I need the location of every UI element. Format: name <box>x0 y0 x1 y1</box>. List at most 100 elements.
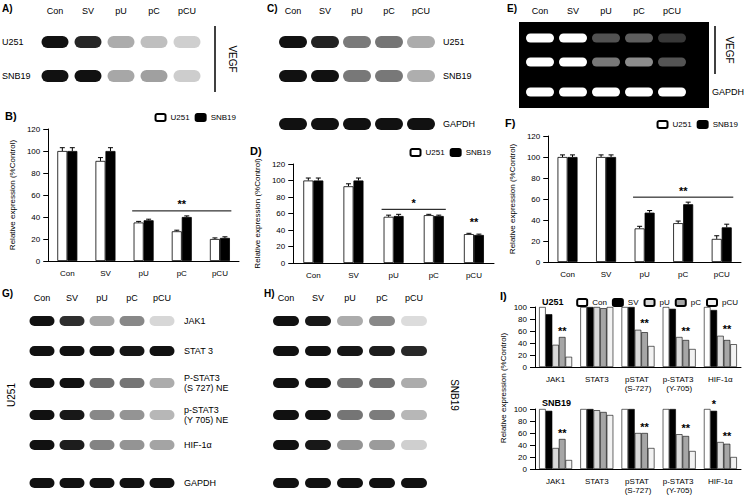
svg-text:pCU: pCU <box>405 293 423 303</box>
svg-text:pC: pC <box>383 6 395 16</box>
svg-text:Con: Con <box>560 270 575 279</box>
svg-text:SNB19: SNB19 <box>542 398 571 408</box>
svg-text:*: * <box>412 197 417 209</box>
svg-text:U251: U251 <box>542 297 564 307</box>
svg-text:pC: pC <box>678 270 688 279</box>
svg-text:(Y-705): (Y-705) <box>666 384 692 393</box>
svg-text:SV: SV <box>628 298 639 307</box>
svg-text:(S-727): (S-727) <box>625 486 652 495</box>
svg-text:U251: U251 <box>426 148 446 157</box>
svg-text:U251: U251 <box>171 113 191 122</box>
svg-text:80: 80 <box>276 193 285 202</box>
svg-text:SV: SV <box>312 293 324 303</box>
svg-text:**: ** <box>470 216 479 228</box>
svg-text:20: 20 <box>531 237 540 246</box>
svg-text:JAK1: JAK1 <box>546 375 566 384</box>
svg-text:A): A) <box>2 3 13 14</box>
svg-text:STAT3: STAT3 <box>585 477 609 486</box>
svg-text:**: ** <box>682 422 691 434</box>
svg-text:**: ** <box>640 317 649 329</box>
svg-text:pC: pC <box>126 293 138 303</box>
svg-text:D): D) <box>250 145 262 157</box>
svg-text:pU: pU <box>139 269 149 278</box>
svg-text:80: 80 <box>518 417 527 426</box>
svg-text:Relative expression (%Control): Relative expression (%Control) <box>499 333 508 444</box>
svg-text:Relative expression (%Control): Relative expression (%Control) <box>508 144 517 255</box>
svg-text:Con: Con <box>47 6 64 16</box>
svg-text:Con: Con <box>532 6 549 16</box>
svg-text:40: 40 <box>518 441 527 450</box>
svg-text:120: 120 <box>272 160 286 169</box>
svg-text:VEGF: VEGF <box>227 45 238 72</box>
svg-text:GAPDH: GAPDH <box>712 87 744 97</box>
svg-text:P-STAT3(S 727) NE: P-STAT3(S 727) NE <box>184 373 229 393</box>
svg-text:(Y-705): (Y-705) <box>666 486 692 495</box>
svg-text:100: 100 <box>527 153 541 162</box>
svg-text:pC: pC <box>429 271 439 280</box>
svg-text:SV: SV <box>82 6 94 16</box>
svg-text:pU: pU <box>600 6 612 16</box>
svg-text:U251: U251 <box>443 37 465 47</box>
svg-text:p-STAT3(Y 705) NE: p-STAT3(Y 705) NE <box>184 405 228 425</box>
svg-text:Con: Con <box>306 271 321 280</box>
svg-text:(S-727): (S-727) <box>625 384 652 393</box>
svg-text:60: 60 <box>518 429 527 438</box>
svg-text:pCU: pCU <box>153 293 171 303</box>
svg-text:**: ** <box>558 325 567 337</box>
svg-text:40: 40 <box>31 213 40 222</box>
svg-text:pCU: pCU <box>178 6 196 16</box>
svg-text:**: ** <box>723 323 732 335</box>
svg-text:pU: pU <box>351 6 363 16</box>
svg-text:SNB19: SNB19 <box>466 148 492 157</box>
svg-text:HIF-1α: HIF-1α <box>184 440 212 450</box>
svg-text:pU: pU <box>115 6 127 16</box>
svg-text:JAK1: JAK1 <box>184 316 206 326</box>
svg-text:**: ** <box>558 427 567 439</box>
svg-text:pC: pC <box>633 6 645 16</box>
svg-text:pCU: pCU <box>466 271 482 280</box>
svg-text:G): G) <box>2 288 13 299</box>
svg-text:*: * <box>712 398 717 410</box>
svg-text:Relative expression (%Control): Relative expression (%Control) <box>253 158 262 269</box>
svg-text:pSTAT: pSTAT <box>625 375 651 384</box>
svg-text:GAPDH: GAPDH <box>443 119 475 129</box>
svg-text:Con: Con <box>278 293 295 303</box>
svg-text:0: 0 <box>36 257 41 266</box>
svg-text:Con: Con <box>592 298 607 307</box>
svg-text:60: 60 <box>518 327 527 336</box>
svg-text:pC: pC <box>376 293 388 303</box>
svg-text:pU: pU <box>660 298 670 307</box>
svg-text:120: 120 <box>527 132 541 141</box>
svg-text:C): C) <box>267 3 278 14</box>
svg-text:pU: pU <box>96 293 108 303</box>
svg-text:0: 0 <box>536 258 541 267</box>
svg-text:SNB19: SNB19 <box>443 71 472 81</box>
svg-text:SV: SV <box>66 293 78 303</box>
svg-text:pC: pC <box>691 298 701 307</box>
svg-text:I): I) <box>500 290 507 302</box>
svg-text:SV: SV <box>601 270 612 279</box>
svg-text:Con: Con <box>60 269 75 278</box>
svg-text:20: 20 <box>518 351 527 360</box>
svg-text:SV: SV <box>348 271 359 280</box>
svg-text:Con: Con <box>285 6 302 16</box>
svg-text:40: 40 <box>531 216 540 225</box>
svg-text:Relative expression (%Control): Relative expression (%Control) <box>8 140 17 251</box>
svg-text:SNB19: SNB19 <box>449 379 460 411</box>
svg-text:pU: pU <box>344 293 356 303</box>
svg-text:pCU: pCU <box>663 6 681 16</box>
svg-text:E): E) <box>507 3 517 14</box>
svg-text:20: 20 <box>276 242 285 251</box>
svg-text:pCU: pCU <box>412 6 430 16</box>
svg-text:40: 40 <box>276 226 285 235</box>
svg-text:U251: U251 <box>6 383 17 407</box>
svg-text:0: 0 <box>523 363 528 372</box>
svg-text:pU: pU <box>640 270 650 279</box>
svg-text:p-STAT3: p-STAT3 <box>663 477 696 486</box>
svg-text:HIF-1α: HIF-1α <box>708 375 733 384</box>
svg-text:80: 80 <box>531 174 540 183</box>
svg-text:SNB19: SNB19 <box>211 113 237 122</box>
svg-text:100: 100 <box>514 405 528 414</box>
svg-text:100: 100 <box>27 147 41 156</box>
svg-text:pCU: pCU <box>714 270 730 279</box>
